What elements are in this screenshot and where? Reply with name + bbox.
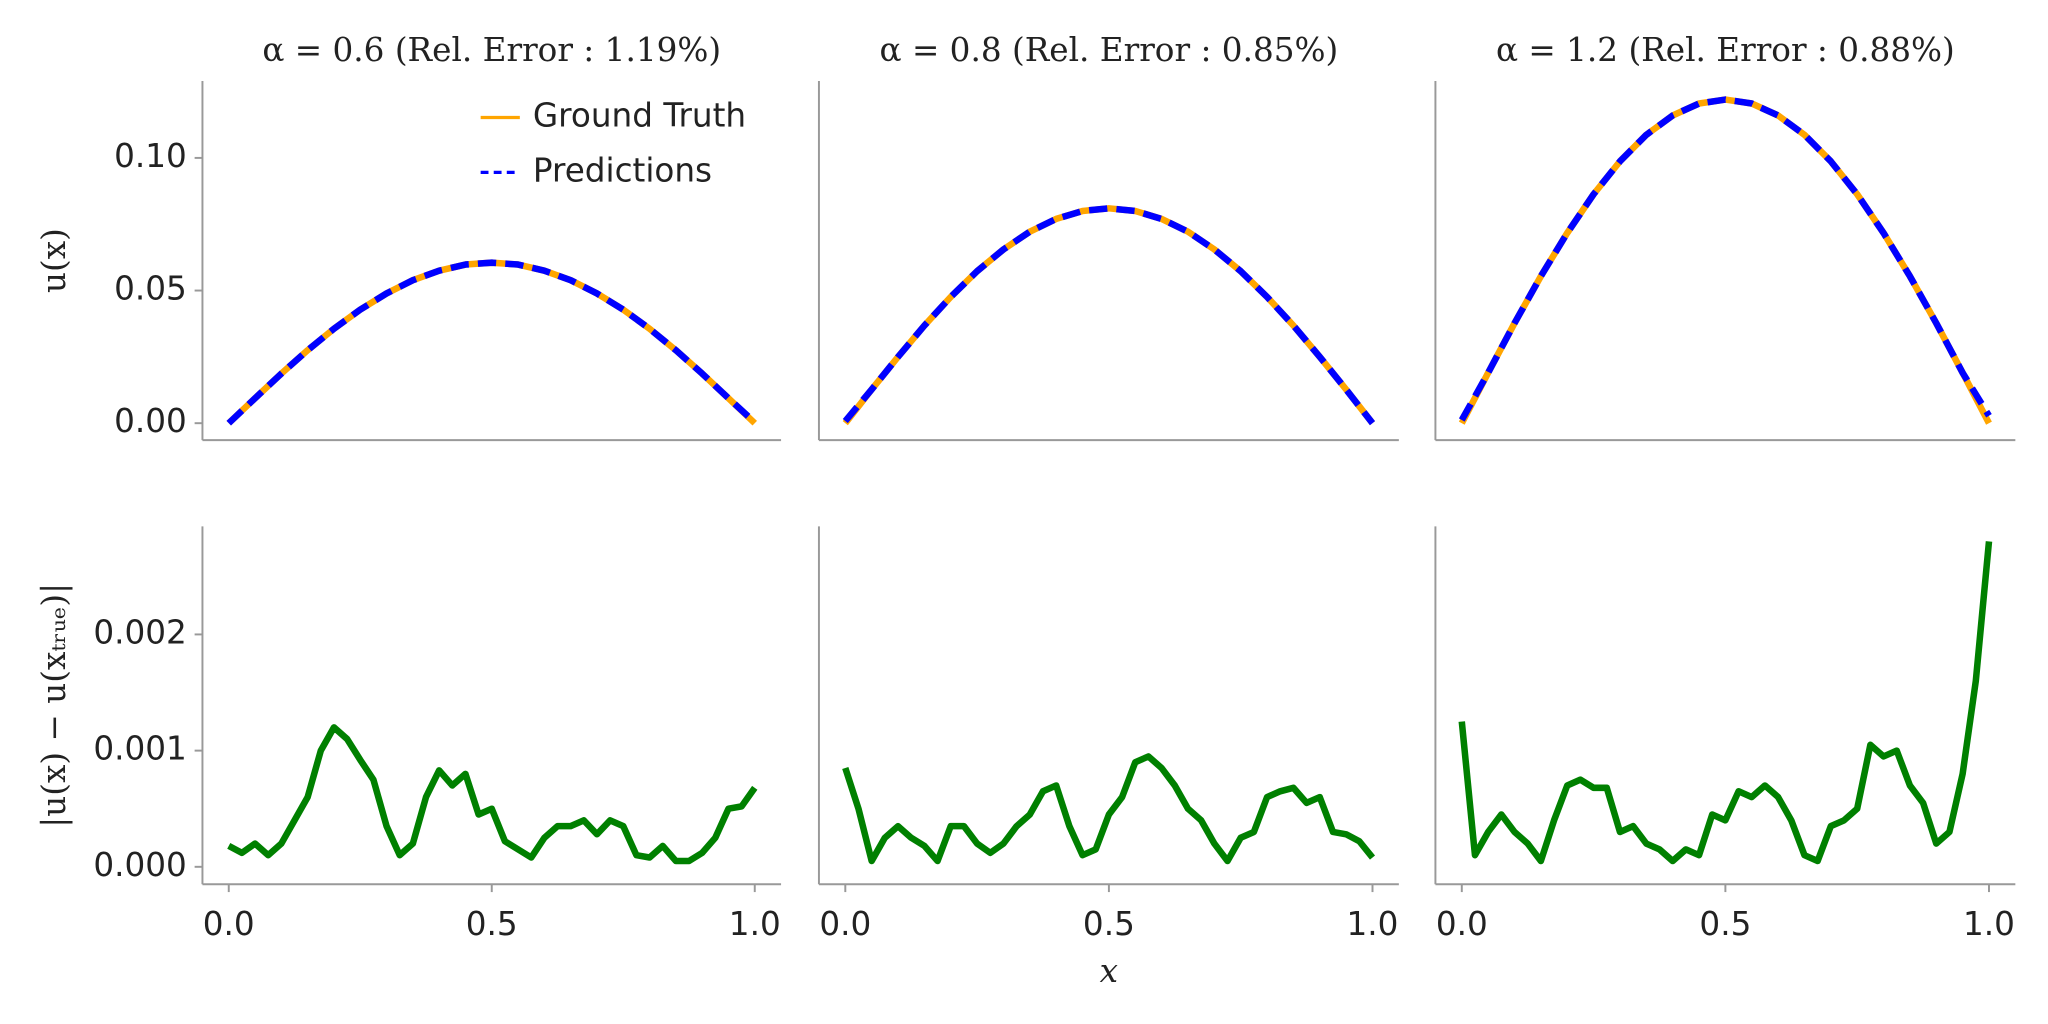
data-line [1458, 541, 1993, 865]
y-tick-label: 0.00 [114, 402, 187, 440]
y-axis-label: u(x) [35, 228, 73, 293]
y-tick-label: 0.10 [114, 137, 187, 175]
data-line [1458, 96, 1992, 422]
x-tick-label: 0.5 [1699, 905, 1751, 943]
x-tick-label: 1.0 [1347, 905, 1399, 943]
legend-label: Ground Truth [533, 97, 746, 135]
panel-title: α = 0.8 (Rel. Error : 0.85%) [880, 31, 1339, 69]
x-tick-label: 0.5 [1083, 905, 1135, 943]
data-line [842, 753, 1376, 865]
x-tick-label: 0.0 [1436, 905, 1488, 943]
y-axis-label: |u(x) − u(xₜᵣᵤₑ)| [35, 583, 73, 828]
data-line [227, 724, 758, 865]
data-line [226, 259, 758, 426]
data-line [842, 205, 1376, 426]
panel-title: α = 0.6 (Rel. Error : 1.19%) [262, 31, 721, 69]
x-tick-label: 0.5 [466, 905, 518, 943]
panel-title: α = 1.2 (Rel. Error : 0.88%) [1496, 31, 1955, 69]
data-line [226, 259, 757, 426]
y-tick-label: 0.001 [93, 730, 186, 768]
x-tick-label: 1.0 [729, 905, 781, 943]
legend-label: Predictions [533, 151, 712, 189]
y-tick-label: 0.000 [93, 846, 186, 884]
data-line [842, 205, 1376, 426]
x-tick-label: 0.0 [819, 905, 871, 943]
data-line [1458, 96, 1992, 425]
x-tick-label: 0.0 [203, 905, 255, 943]
y-tick-label: 0.002 [93, 613, 186, 651]
y-tick-label: 0.05 [114, 270, 187, 308]
x-tick-label: 1.0 [1963, 905, 2015, 943]
x-axis-label: x [1100, 952, 1118, 990]
